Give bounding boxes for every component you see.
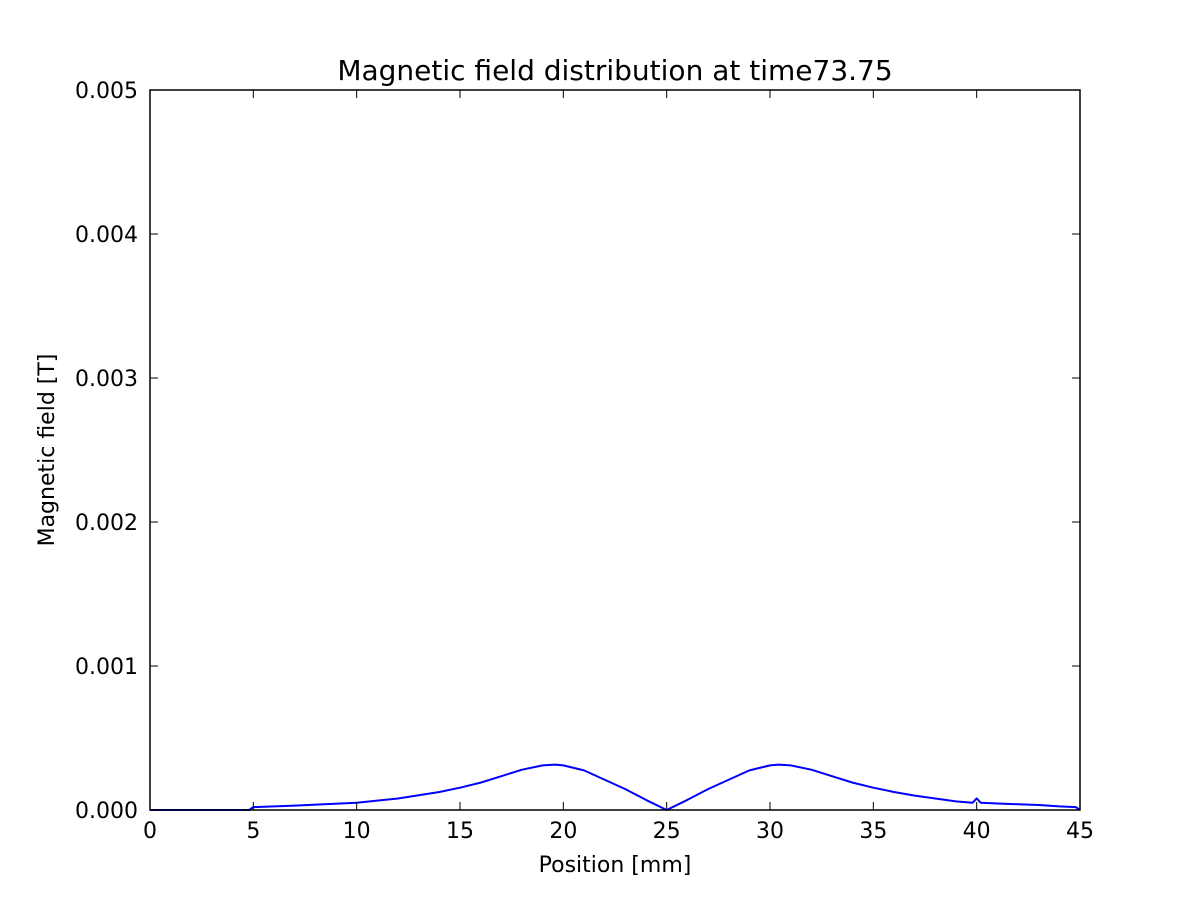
y-tick-label: 0.002 [75, 511, 138, 536]
chart-title: Magnetic field distribution at time73.75 [337, 54, 892, 87]
x-axis-label: Position [mm] [539, 853, 692, 878]
y-tick-label: 0.003 [75, 367, 138, 392]
x-tick-label: 15 [446, 819, 474, 844]
series-layer [150, 763, 1081, 811]
y-axis-label: Magnetic field [T] [35, 354, 60, 547]
y-tick-label: 0.001 [75, 655, 138, 680]
x-tick-label: 35 [859, 819, 887, 844]
x-tick-label: 0 [143, 819, 157, 844]
x-tick-label: 5 [246, 819, 260, 844]
x-tick-label: 45 [1066, 819, 1094, 844]
x-tick-label: 40 [963, 819, 991, 844]
plot-area [150, 90, 1080, 810]
x-tick-label: 20 [549, 819, 577, 844]
plot-frame [149, 89, 1081, 811]
ticks-layer: 0 5 10 15 20 25 30 35 40 45 0.000 0.001 0.002 0.003 0.… [75, 79, 1094, 844]
x-tick-label: 10 [343, 819, 371, 844]
x-tick-label: 30 [756, 819, 784, 844]
y-tick-label: 0.005 [75, 79, 138, 104]
series-line [150, 763, 1081, 811]
x-tick-label: 25 [653, 819, 681, 844]
y-tick-label: 0.004 [75, 223, 138, 248]
y-tick-label: 0.000 [75, 799, 138, 824]
plot-background [150, 90, 1080, 810]
